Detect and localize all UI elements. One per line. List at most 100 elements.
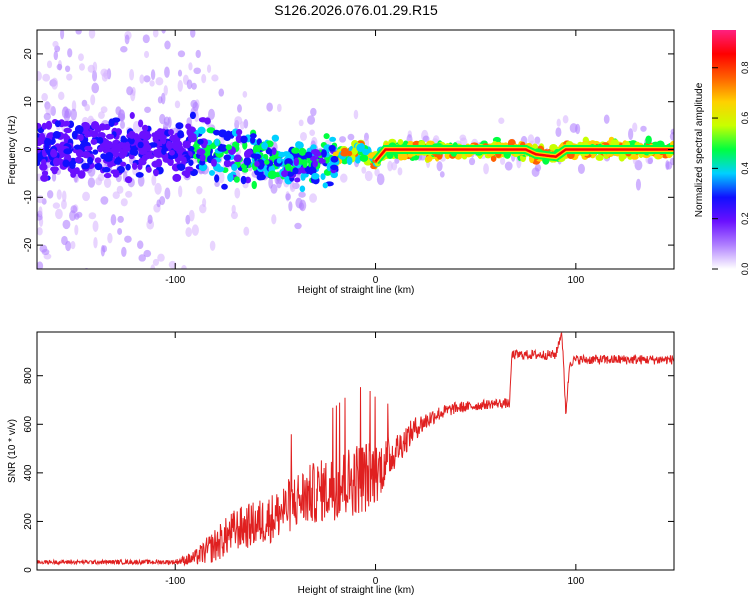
spectrogram-cell	[62, 219, 71, 230]
spectrogram-cell	[234, 116, 243, 125]
spectrogram-cell	[38, 206, 43, 217]
spectrogram-cell	[223, 159, 232, 168]
spectrogram-cell	[37, 71, 42, 82]
spectrogram-cell	[52, 202, 61, 209]
spectrogram-cell	[60, 30, 65, 40]
spectrogram-cell	[124, 34, 130, 45]
snr-layer	[37, 332, 674, 567]
colorbar-tick-label: 0.4	[740, 162, 750, 175]
spectrogram-cell	[215, 166, 225, 173]
spectrogram-cell	[483, 163, 489, 175]
spectrogram-cell	[43, 112, 51, 121]
spectrogram-cell	[645, 135, 652, 145]
spectrogram-cell	[61, 270, 65, 278]
spectrogram-cell	[37, 146, 41, 154]
spectrogram-cell	[214, 138, 220, 147]
snr-series-line	[37, 332, 674, 567]
spectrogram-cell	[293, 157, 299, 167]
spectrogram-cell	[73, 213, 80, 220]
spectrogram-cell	[185, 227, 193, 238]
spectrogram-cell	[92, 61, 98, 73]
spectrogram-cell	[77, 170, 86, 179]
spectrogram-ridge	[374, 148, 674, 163]
spectrogram-cell	[439, 171, 445, 178]
spectrogram-cell	[124, 176, 133, 184]
spectrogram-cell	[340, 150, 349, 157]
spectrogram-cell	[103, 156, 113, 162]
spectrogram-cell	[117, 228, 123, 235]
spectrogram-cell	[242, 90, 248, 98]
spectrogram-cell	[206, 64, 212, 73]
spectrogram-cell	[234, 187, 241, 199]
spectrogram-cell	[199, 154, 206, 162]
spectrogram-cell	[208, 170, 216, 176]
snr-axes: -100 0 100 0 200 400 600 800	[23, 332, 674, 587]
spectrogram-cell	[310, 107, 317, 117]
spectrogram-cell	[137, 240, 144, 250]
spectrogram-cell	[120, 161, 127, 167]
spectrogram-cell	[233, 154, 242, 163]
spectrogram-cell	[118, 149, 126, 159]
spectrogram-cell	[640, 125, 647, 132]
spectrogram-cell	[276, 157, 282, 164]
spectrogram-cell	[426, 155, 433, 162]
spectrogram-cell	[237, 104, 242, 113]
spectrogram-cell	[177, 50, 186, 58]
spectrogram-cell	[161, 30, 166, 34]
spectrogram-cell	[468, 157, 476, 166]
spectrogram-cell	[286, 171, 295, 177]
spectrogram-cell	[63, 110, 70, 123]
spectrogram-cell	[153, 169, 159, 177]
spectrogram-cell	[63, 127, 72, 134]
spectrogram-cell	[295, 141, 303, 149]
snr-ytick-label: 0	[23, 567, 34, 573]
spectrogram-cell	[39, 244, 48, 253]
spectrogram-cell	[142, 143, 152, 152]
spectrogram-cell	[309, 129, 316, 136]
spectrogram-cell	[45, 120, 53, 130]
spectrogram-cell	[364, 170, 373, 182]
spectrogram-cell	[39, 132, 46, 142]
spectrogram-cell	[127, 10, 132, 19]
spectrogram-cell	[285, 193, 291, 201]
spectrogram-cell	[189, 111, 196, 120]
spectrogram-cell	[87, 177, 96, 188]
spectrogram-cell	[120, 135, 127, 142]
spectrogram-cell	[240, 121, 245, 130]
spectrogram-cell	[129, 148, 139, 156]
spectrogram-cell	[50, 149, 58, 158]
spectrogram-cell	[112, 150, 120, 158]
spectrogram-cell	[177, 130, 185, 139]
spectrogram-cell	[252, 144, 261, 154]
spectrogram-cell	[37, 195, 44, 204]
chart-title: S126.2026.076.01.29.R15	[274, 2, 438, 18]
spectrogram-cell	[164, 187, 171, 200]
spectrogram-cell	[88, 30, 96, 39]
spectrogram-cell	[214, 180, 220, 187]
spectrogram-cell	[87, 156, 94, 165]
spectrogram-cell	[498, 117, 505, 124]
spectrogram-cell	[191, 82, 197, 90]
spectrogram-cell	[164, 40, 171, 50]
spectrogram-cell	[374, 168, 380, 177]
spectrogram-cell	[125, 190, 133, 198]
spectrogram-cell	[166, 16, 173, 26]
spectrogram-cell	[73, 144, 82, 150]
spectrogram-cell	[669, 131, 674, 141]
spectrogram-cell	[117, 215, 124, 223]
spectrogram-cell	[313, 151, 322, 157]
spectrogram-cell	[339, 136, 347, 143]
spectrogram-cell	[376, 173, 385, 186]
spectrogram-cell	[291, 147, 300, 154]
spectrogram-cell	[298, 191, 306, 198]
spectrogram-cell	[55, 208, 63, 220]
spectrogram-cell	[97, 132, 106, 139]
spectrogram-cell	[41, 5, 46, 15]
spectrogram-cell	[58, 91, 65, 101]
spectrogram-xtick-label: 100	[568, 275, 585, 286]
spectrogram-cell	[177, 163, 186, 171]
spectrogram-cell	[267, 170, 277, 180]
spectrogram-cell	[61, 199, 67, 210]
spectrogram-cell	[218, 88, 225, 97]
